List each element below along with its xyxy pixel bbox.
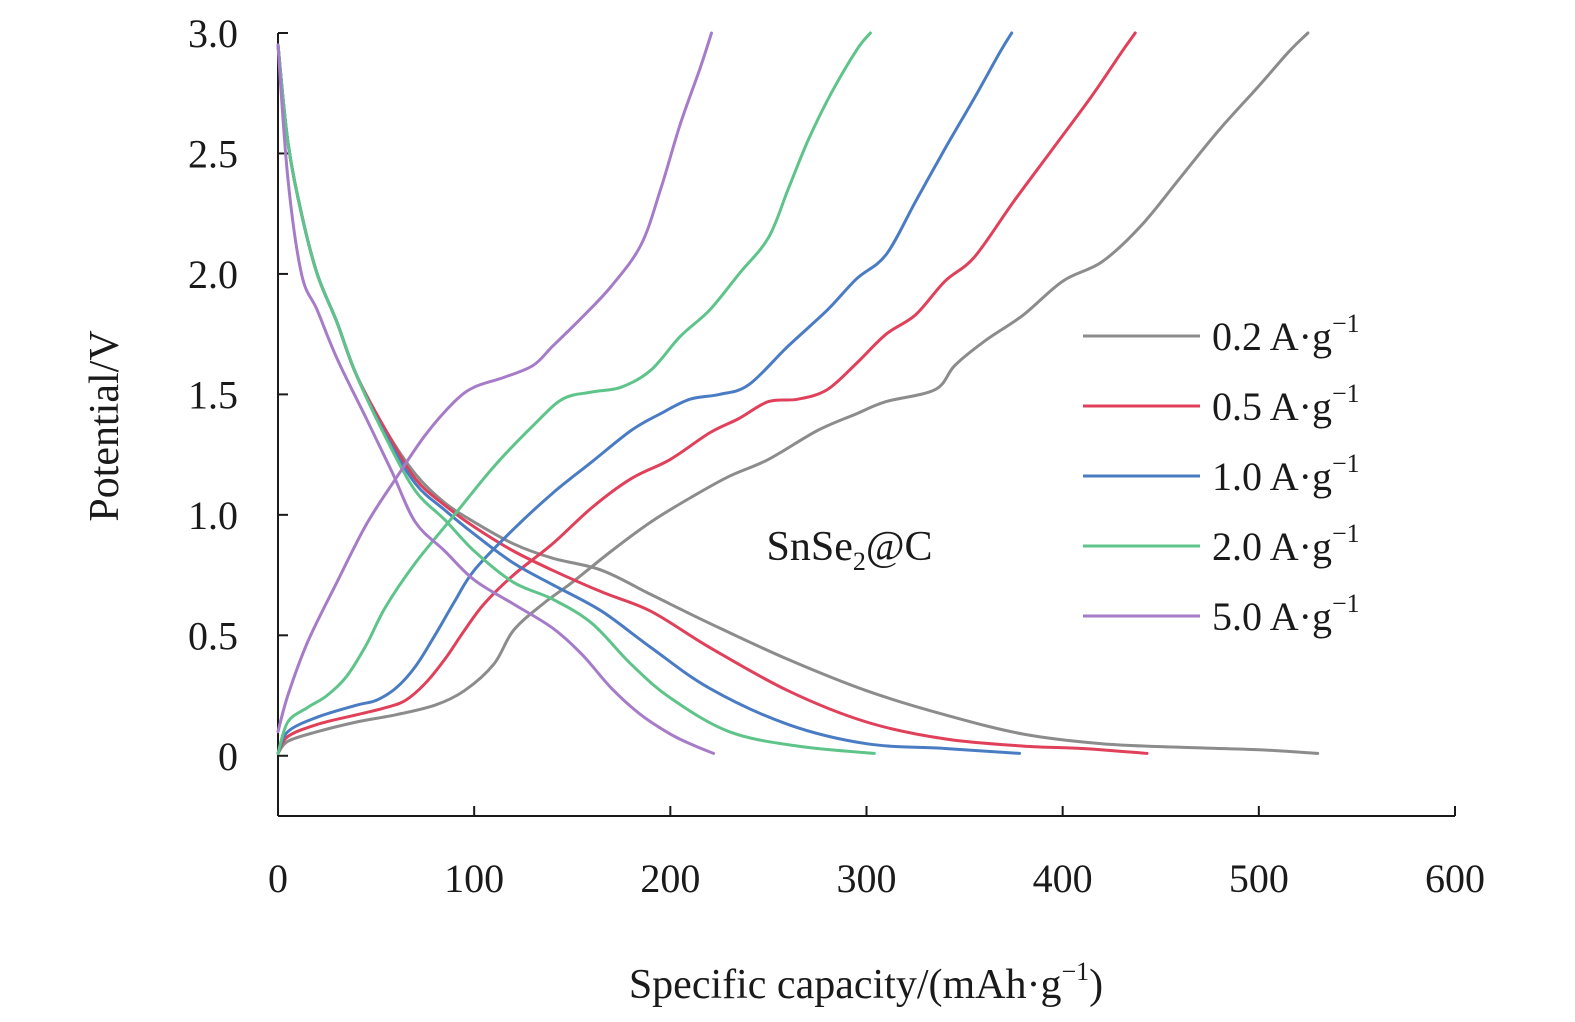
x-axis-title: Specific capacity/(mAh·g−1) bbox=[629, 957, 1103, 1008]
y-tick-label: 1.0 bbox=[188, 493, 238, 538]
x-tick-label: 600 bbox=[1425, 856, 1485, 901]
x-axis-title-tail: ) bbox=[1089, 962, 1103, 1008]
y-tick-label: 2.0 bbox=[188, 252, 238, 297]
series-5-0-charge-line bbox=[276, 31, 713, 734]
series-2-0-charge-line bbox=[276, 31, 872, 755]
series-0-5-discharge-line bbox=[276, 43, 1149, 755]
series-0-2-charge-line bbox=[276, 31, 1310, 755]
legend-label-main: 0.5 A·g bbox=[1212, 384, 1332, 429]
annotation-sub: 2 bbox=[853, 547, 866, 576]
y-tick-label: 0 bbox=[218, 734, 238, 779]
x-tick-label: 400 bbox=[1033, 856, 1093, 901]
y-tick-label: 0.5 bbox=[188, 613, 238, 658]
y-tick-label: 2.5 bbox=[188, 131, 238, 176]
legend-label-sup: −1 bbox=[1332, 519, 1360, 548]
legend-label: 5.0 A·g−1 bbox=[1212, 589, 1360, 639]
y-tick-label: 1.5 bbox=[188, 372, 238, 417]
x-tick-label: 500 bbox=[1229, 856, 1289, 901]
x-tick-label: 300 bbox=[837, 856, 897, 901]
legend-label: 1.0 A·g−1 bbox=[1212, 449, 1360, 499]
legend-label-sup: −1 bbox=[1332, 589, 1360, 618]
series-1-0-charge-line bbox=[276, 31, 1014, 755]
x-tick-label: 100 bbox=[444, 856, 504, 901]
series-1-0-discharge-line bbox=[276, 43, 1021, 755]
legend-label: 2.0 A·g−1 bbox=[1212, 519, 1360, 569]
x-ticks: 0 100 200 300 400 500 600 bbox=[268, 806, 1485, 901]
legend-label-main: 5.0 A·g bbox=[1212, 594, 1332, 639]
annotation-main: SnSe bbox=[767, 524, 853, 570]
y-tick-label: 3.0 bbox=[188, 11, 238, 56]
x-axis-title-sup: −1 bbox=[1061, 957, 1089, 986]
legend-label: 0.2 A·g−1 bbox=[1212, 309, 1360, 359]
series-lines bbox=[276, 31, 1320, 755]
series-5-0-discharge-line bbox=[276, 43, 715, 755]
legend-label: 0.5 A·g−1 bbox=[1212, 379, 1360, 429]
legend-label-sup: −1 bbox=[1332, 309, 1360, 338]
x-tick-label: 0 bbox=[268, 856, 288, 901]
x-axis-title-main: Specific capacity/(mAh·g bbox=[629, 962, 1062, 1008]
annotation-tail: @C bbox=[866, 524, 933, 570]
y-ticks: 0 0.5 1.0 1.5 2.0 2.5 3.0 bbox=[188, 11, 288, 779]
series-2-0-discharge-line bbox=[276, 43, 876, 755]
legend-label-main: 2.0 A·g bbox=[1212, 524, 1332, 569]
legend-label-main: 1.0 A·g bbox=[1212, 454, 1332, 499]
legend: 0.2 A·g−10.5 A·g−11.0 A·g−12.0 A·g−15.0 … bbox=[1083, 309, 1360, 639]
legend-label-sup: −1 bbox=[1332, 449, 1360, 478]
sample-annotation: SnSe2@C bbox=[767, 524, 933, 576]
series-0-5-charge-line bbox=[276, 31, 1137, 755]
x-tick-label: 200 bbox=[640, 856, 700, 901]
legend-label-main: 0.2 A·g bbox=[1212, 314, 1332, 359]
y-axis-title: Potential/V bbox=[82, 330, 128, 521]
legend-label-sup: −1 bbox=[1332, 379, 1360, 408]
